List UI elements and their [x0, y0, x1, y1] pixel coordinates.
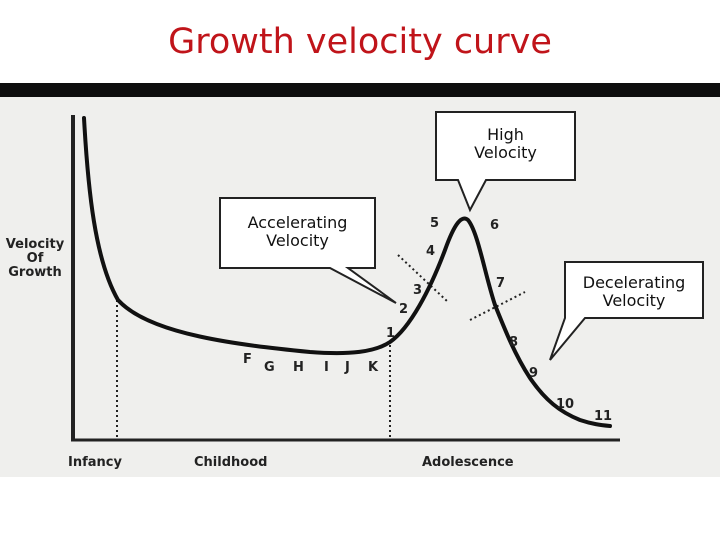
accelerating-velocity-callout-box — [219, 197, 397, 304]
acceleration-phase-line — [397, 254, 449, 303]
growth-velocity-diagram — [71, 111, 704, 442]
y-axis-label: Velocity Of Growth — [2, 238, 68, 280]
x-label-childhood: Childhood — [194, 455, 268, 470]
high-velocity-label: High Velocity — [436, 126, 575, 162]
slide-title: Growth velocity curve — [168, 22, 552, 62]
curve-point-i: I — [324, 360, 329, 375]
curve-point-j: J — [345, 360, 350, 375]
curve-point-g: G — [264, 360, 275, 375]
curve-point-1: 1 — [386, 326, 396, 341]
curve-point-3: 3 — [413, 283, 423, 298]
curve-point-7: 7 — [496, 276, 506, 291]
curve-point-10: 10 — [556, 397, 575, 412]
accelerating-velocity-label: Accelerating Velocity — [220, 214, 375, 250]
x-label-adolescence: Adolescence — [422, 455, 514, 470]
curve-point-4: 4 — [426, 244, 436, 259]
high-velocity-line-1: High — [487, 125, 524, 144]
growth-velocity-curve — [82, 116, 612, 428]
accelerating-velocity-line-2: Velocity — [266, 231, 329, 250]
curve-point-2: 2 — [399, 302, 409, 317]
decelerating-velocity-callout-box — [549, 261, 704, 361]
curve-point-k: K — [368, 360, 379, 375]
curve-point-11: 11 — [594, 409, 613, 424]
y-axis-label-line-1: Velocity — [5, 237, 65, 252]
decelerating-velocity-line-2: Velocity — [602, 291, 666, 310]
decelerating-velocity-label: Decelerating Velocity — [565, 274, 703, 310]
curve-point-f: F — [243, 352, 252, 367]
y-axis-label-line-3: Growth — [8, 265, 62, 280]
x-label-infancy: Infancy — [68, 455, 122, 470]
curve-point-h: H — [293, 360, 304, 375]
high-velocity-callout-box — [435, 111, 576, 213]
curve-point-6: 6 — [490, 218, 500, 233]
accelerating-velocity-line-1: Accelerating — [247, 213, 348, 232]
curve-point-8: 8 — [509, 335, 519, 350]
curve-point-5: 5 — [430, 216, 440, 231]
curve-point-9: 9 — [529, 366, 539, 381]
high-velocity-line-2: Velocity — [474, 143, 537, 162]
decelerating-velocity-line-1: Decelerating — [582, 273, 686, 292]
top-band — [0, 83, 720, 97]
y-axis-label-line-2: Of — [26, 251, 44, 266]
